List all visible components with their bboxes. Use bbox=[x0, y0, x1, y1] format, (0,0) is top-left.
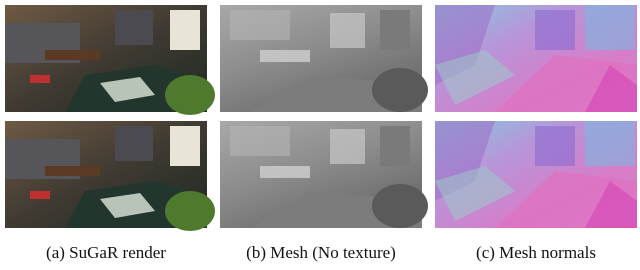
render-image bbox=[5, 121, 215, 231]
mesh-image bbox=[220, 121, 428, 228]
mesh-image bbox=[220, 5, 428, 112]
render-image bbox=[5, 5, 215, 115]
caption: (a) SuGaR render bbox=[46, 243, 166, 262]
caption: (b) Mesh (No texture) bbox=[246, 243, 396, 262]
normals-image bbox=[435, 121, 637, 228]
figure: (a) SuGaR render (b) Mesh (No texture) (… bbox=[0, 0, 640, 270]
normals-image bbox=[435, 5, 637, 112]
caption: (c) Mesh normals bbox=[476, 243, 596, 262]
